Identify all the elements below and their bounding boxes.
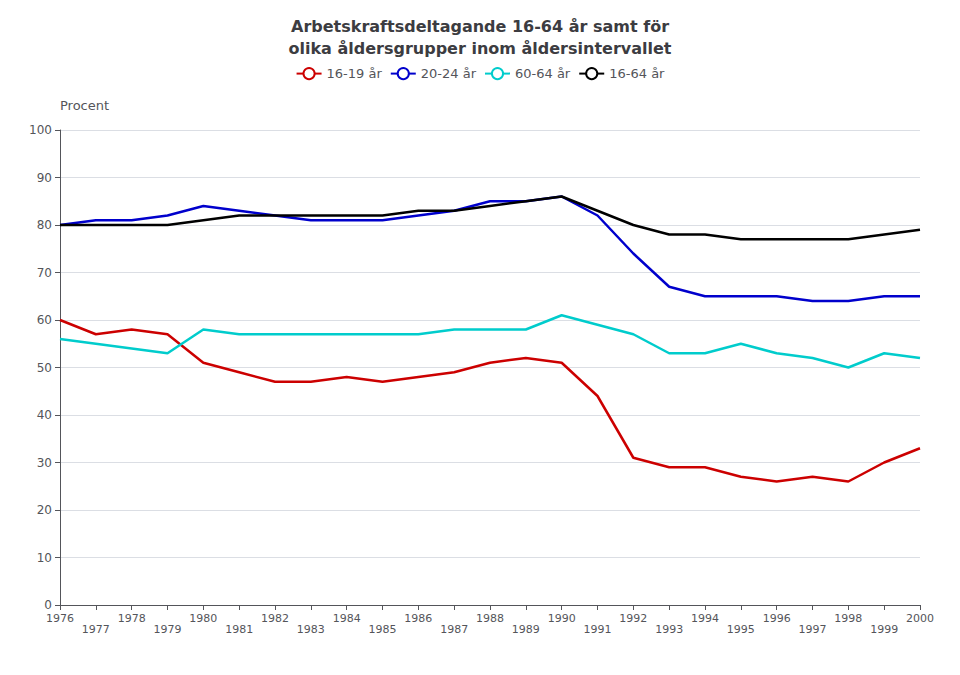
svg-text:20: 20 [37,503,52,517]
svg-text:1980: 1980 [189,612,217,625]
svg-text:1977: 1977 [82,623,110,636]
svg-text:1996: 1996 [763,612,791,625]
svg-text:1985: 1985 [369,623,397,636]
svg-text:1995: 1995 [727,623,755,636]
svg-text:30: 30 [37,456,52,470]
svg-text:50: 50 [37,361,52,375]
svg-text:60: 60 [37,313,52,327]
svg-text:90: 90 [37,171,52,185]
svg-text:70: 70 [37,266,52,280]
svg-text:0: 0 [44,598,52,612]
svg-text:1987: 1987 [440,623,468,636]
svg-text:1989: 1989 [512,623,540,636]
svg-text:1984: 1984 [333,612,361,625]
svg-text:20-24 år: 20-24 år [421,66,477,81]
svg-text:1978: 1978 [118,612,146,625]
svg-text:1994: 1994 [691,612,719,625]
svg-text:60-64 år: 60-64 år [515,66,571,81]
svg-text:16-64 år: 16-64 år [609,66,665,81]
svg-text:100: 100 [29,123,52,137]
svg-text:1991: 1991 [584,623,612,636]
svg-text:80: 80 [37,218,52,232]
svg-text:40: 40 [37,408,52,422]
svg-text:Arbetskraftsdeltagande 16-64 å: Arbetskraftsdeltagande 16-64 år samt för [291,17,669,36]
svg-text:16-19 år: 16-19 år [327,66,383,81]
svg-text:1998: 1998 [834,612,862,625]
svg-text:1993: 1993 [655,623,683,636]
svg-text:1990: 1990 [548,612,576,625]
svg-text:1982: 1982 [261,612,289,625]
svg-text:olika åldersgrupper inom ålder: olika åldersgrupper inom åldersintervall… [289,39,672,58]
svg-text:1997: 1997 [799,623,827,636]
svg-text:1983: 1983 [297,623,325,636]
svg-text:1986: 1986 [404,612,432,625]
svg-text:1999: 1999 [870,623,898,636]
svg-text:Procent: Procent [60,98,109,113]
svg-text:1976: 1976 [46,612,74,625]
svg-text:1979: 1979 [154,623,182,636]
svg-text:1981: 1981 [225,623,253,636]
svg-text:1988: 1988 [476,612,504,625]
svg-text:10: 10 [37,551,52,565]
svg-text:2000: 2000 [906,612,934,625]
svg-text:1992: 1992 [619,612,647,625]
